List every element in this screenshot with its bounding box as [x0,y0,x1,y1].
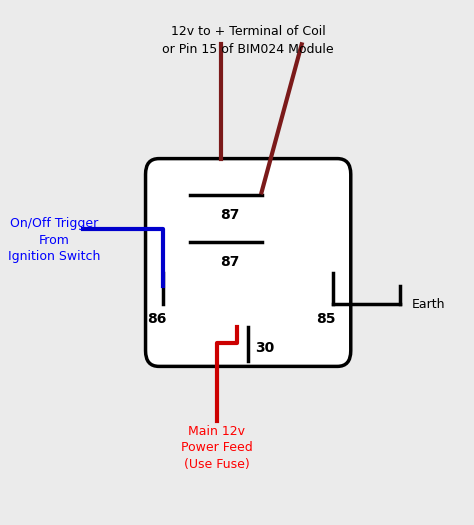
Text: 85: 85 [317,312,336,326]
Text: 30: 30 [255,341,274,355]
Text: On/Off Trigger: On/Off Trigger [10,217,98,230]
Text: 86: 86 [147,312,166,326]
Text: Power Feed: Power Feed [181,442,253,455]
Text: (Use Fuse): (Use Fuse) [184,458,250,471]
Text: 87: 87 [220,255,240,269]
Text: 12v to + Terminal of Coil: 12v to + Terminal of Coil [171,25,326,38]
Text: From: From [39,234,70,247]
Text: 87: 87 [220,208,240,222]
Text: Earth: Earth [412,298,446,311]
Text: Ignition Switch: Ignition Switch [8,250,100,263]
Text: or Pin 15 of BIM024 Module: or Pin 15 of BIM024 Module [162,43,334,56]
Text: Main 12v: Main 12v [189,425,246,438]
FancyBboxPatch shape [146,159,351,366]
